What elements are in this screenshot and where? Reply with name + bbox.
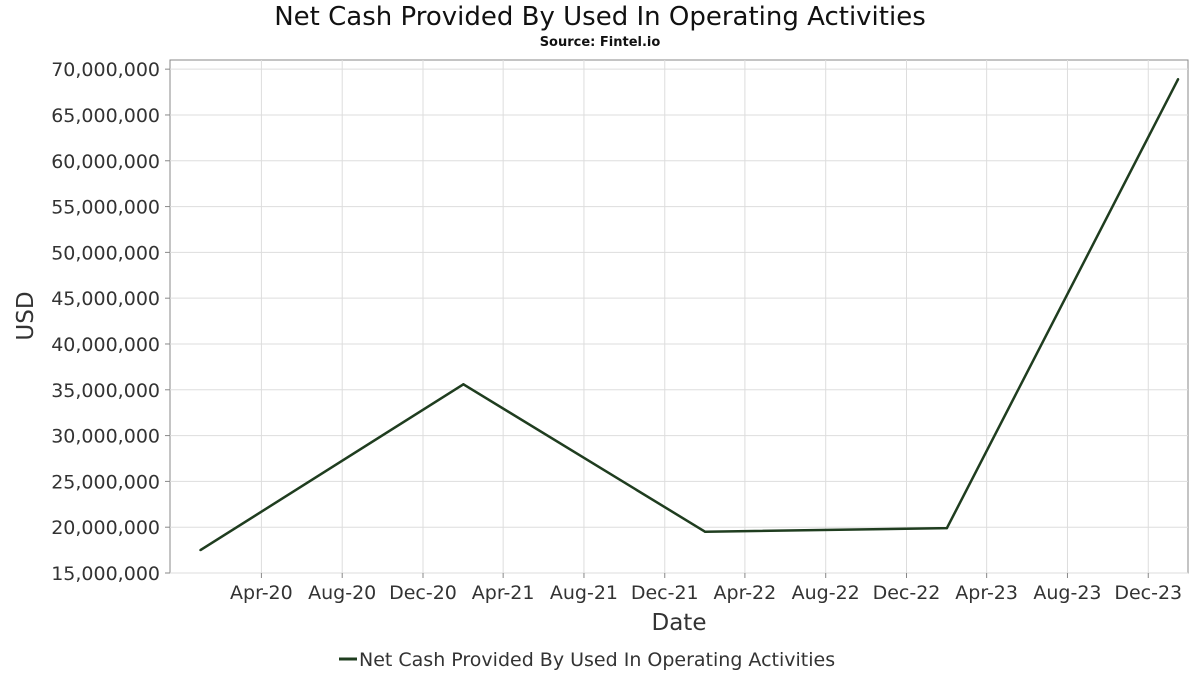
data-point [1176, 78, 1180, 81]
y-tick-label: 20,000,000 [51, 517, 160, 539]
x-tick-label: Aug-20 [308, 582, 376, 604]
x-tick-label: Dec-23 [1114, 582, 1182, 604]
legend-label: Net Cash Provided By Used In Operating A… [359, 649, 835, 671]
y-tick-label: 65,000,000 [51, 105, 160, 127]
y-tick-label: 40,000,000 [51, 334, 160, 356]
y-axis-title: USD [13, 291, 39, 340]
y-tick-label: 45,000,000 [51, 288, 160, 310]
grid-lines [170, 60, 1188, 574]
data-point [703, 530, 707, 533]
x-tick-label: Apr-21 [472, 582, 535, 604]
series-layer [199, 78, 1180, 552]
y-tick-label: 55,000,000 [51, 197, 160, 219]
x-tick-label: Apr-22 [714, 582, 777, 604]
x-axis-title: Date [652, 610, 707, 636]
chart-title: Net Cash Provided By Used In Operating A… [274, 2, 926, 32]
y-tick-label: 50,000,000 [51, 242, 160, 264]
y-axis: 15,000,000 20,000,000 25,000,000 30,000,000… [51, 59, 170, 585]
y-tick-label: 25,000,000 [51, 471, 160, 493]
chart-subtitle: Source: Fintel.io [539, 35, 661, 50]
x-tick-label: Aug-21 [550, 582, 618, 604]
x-tick-label: Apr-23 [955, 582, 1018, 604]
data-point [462, 383, 465, 386]
x-tick-label: Apr-20 [230, 582, 293, 604]
y-tick-label: 30,000,000 [51, 426, 160, 448]
x-tick-label: Dec-22 [873, 582, 941, 604]
x-axis: Apr-20 Aug-20 Dec-20 Apr-21 Aug-21 Dec-21 Apr-… [230, 573, 1182, 604]
y-tick-label: 15,000,000 [51, 563, 160, 585]
data-point [945, 526, 949, 530]
y-tick-label: 35,000,000 [51, 380, 160, 402]
legend: Net Cash Provided By Used In Operating A… [339, 649, 835, 671]
x-tick-label: Aug-23 [1033, 582, 1101, 604]
x-tick-label: Dec-20 [389, 582, 457, 604]
y-tick-label: 70,000,000 [51, 59, 160, 81]
data-point [199, 548, 202, 552]
x-tick-label: Aug-22 [792, 582, 860, 604]
y-tick-label: 60,000,000 [51, 151, 160, 173]
x-tick-label: Dec-21 [631, 582, 699, 604]
plot-area [169, 59, 1189, 574]
